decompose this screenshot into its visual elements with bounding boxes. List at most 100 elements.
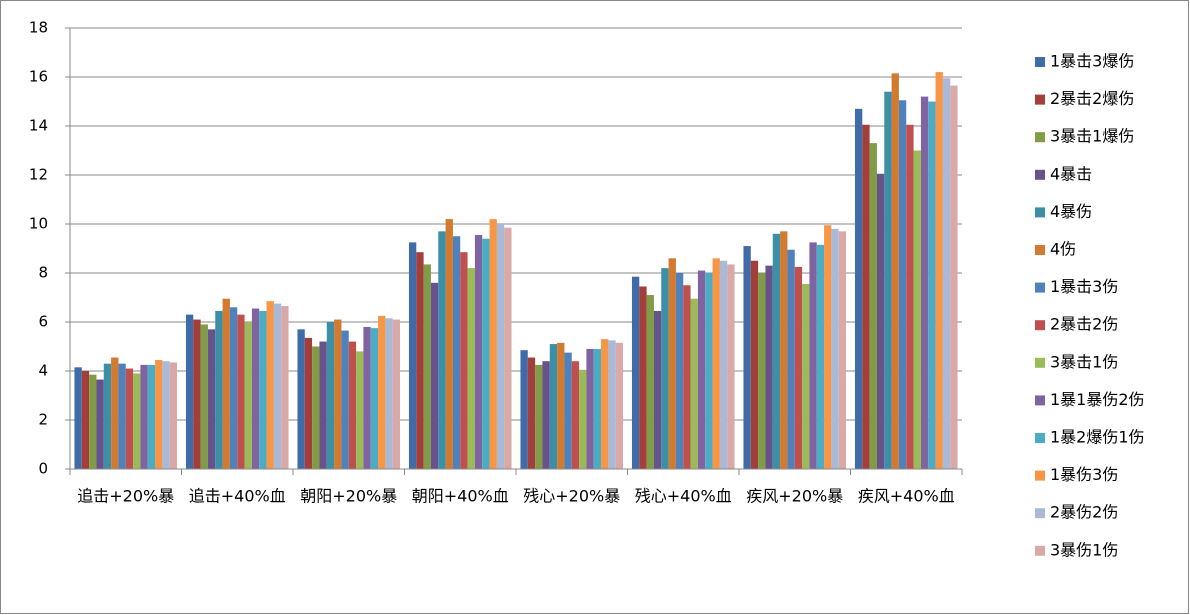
bar xyxy=(96,379,104,469)
bar xyxy=(326,322,335,469)
bar xyxy=(504,227,512,469)
legend-swatch xyxy=(1035,207,1045,218)
bar xyxy=(281,306,289,469)
bar xyxy=(251,308,260,469)
legend-label: 1暴2爆伤1伤 xyxy=(1050,428,1145,447)
legend-swatch xyxy=(1035,508,1045,519)
legend-swatch xyxy=(1035,357,1045,368)
bar xyxy=(482,238,490,469)
bar xyxy=(162,361,170,469)
y-tick-label: 14 xyxy=(29,117,48,135)
bar xyxy=(467,268,475,469)
bar xyxy=(103,363,112,469)
bar xyxy=(244,322,252,469)
bar xyxy=(579,369,587,469)
legend-swatch xyxy=(1035,94,1045,105)
bar xyxy=(185,314,194,469)
legend-label: 1暴击3伤 xyxy=(1050,277,1118,296)
legend-label: 3暴伤1伤 xyxy=(1050,540,1118,559)
bar xyxy=(816,244,825,469)
bar xyxy=(304,337,313,469)
legend-label: 3暴击1爆伤 xyxy=(1050,127,1134,146)
bar xyxy=(215,310,223,469)
x-tick-label: 朝阳+40%血 xyxy=(412,487,509,506)
bar xyxy=(869,143,877,469)
bar xyxy=(140,364,148,469)
bar xyxy=(348,341,357,469)
bar xyxy=(237,314,245,469)
bar xyxy=(474,235,483,469)
bar xyxy=(229,307,238,469)
bar xyxy=(631,276,640,469)
bar xyxy=(111,357,119,469)
bar xyxy=(913,150,921,469)
bar xyxy=(743,246,751,469)
bar xyxy=(780,231,788,469)
x-tick-label: 朝阳+20%暴 xyxy=(300,487,397,506)
bar xyxy=(155,359,163,469)
bar xyxy=(787,249,795,469)
x-tick-label: 疾风+20%暴 xyxy=(746,487,843,506)
bar xyxy=(876,173,885,469)
bar xyxy=(884,91,892,469)
bar xyxy=(460,252,468,469)
bar xyxy=(147,364,156,469)
bar xyxy=(535,364,543,469)
bar xyxy=(639,286,647,469)
y-tick-label: 12 xyxy=(29,166,48,184)
bar xyxy=(809,242,817,469)
bar xyxy=(356,351,364,469)
bar xyxy=(906,124,914,470)
bar xyxy=(81,371,90,469)
bar xyxy=(675,273,684,469)
bar xyxy=(854,108,863,469)
x-tick-label: 残心+20%暴 xyxy=(523,487,620,506)
legend-label: 2暴击2伤 xyxy=(1050,315,1118,334)
bar xyxy=(824,225,832,469)
bar xyxy=(266,301,274,469)
legend-swatch xyxy=(1035,57,1045,67)
bar xyxy=(593,348,602,469)
bar xyxy=(370,328,379,469)
legend-label: 3暴击1伤 xyxy=(1050,352,1118,371)
x-tick-label: 残心+40%血 xyxy=(635,487,732,506)
legend-swatch xyxy=(1035,169,1045,180)
bar xyxy=(802,284,810,469)
bar xyxy=(378,315,386,469)
bar xyxy=(690,298,698,469)
bar xyxy=(408,242,417,469)
bar xyxy=(765,265,773,469)
bar xyxy=(430,282,439,469)
bar xyxy=(571,361,580,469)
bar xyxy=(862,124,870,470)
bar xyxy=(125,368,134,469)
bar xyxy=(683,285,691,469)
legend-label: 1暴1暴伤2伤 xyxy=(1050,390,1145,409)
bar xyxy=(653,310,662,469)
y-tick-label: 18 xyxy=(29,19,48,37)
bar xyxy=(697,270,706,469)
bar xyxy=(615,342,624,469)
bar xyxy=(423,264,431,469)
bar xyxy=(341,330,349,469)
y-tick-label: 2 xyxy=(38,411,48,429)
bar xyxy=(891,73,899,469)
bar xyxy=(542,361,550,469)
bar xyxy=(207,329,216,469)
bar xyxy=(928,101,936,469)
bar xyxy=(118,363,126,469)
bar xyxy=(942,78,951,469)
x-tick-label: 疾风+40%血 xyxy=(858,487,955,506)
bar xyxy=(831,228,839,469)
legend-label: 4暴击 xyxy=(1050,164,1092,183)
bar xyxy=(935,72,943,469)
bar xyxy=(312,346,320,469)
bar xyxy=(452,236,461,469)
legend-swatch xyxy=(1035,395,1045,406)
bar xyxy=(601,339,609,469)
bar xyxy=(527,357,536,469)
bar xyxy=(586,348,594,469)
bar xyxy=(705,273,713,469)
bar xyxy=(445,219,453,469)
bar xyxy=(758,273,766,469)
